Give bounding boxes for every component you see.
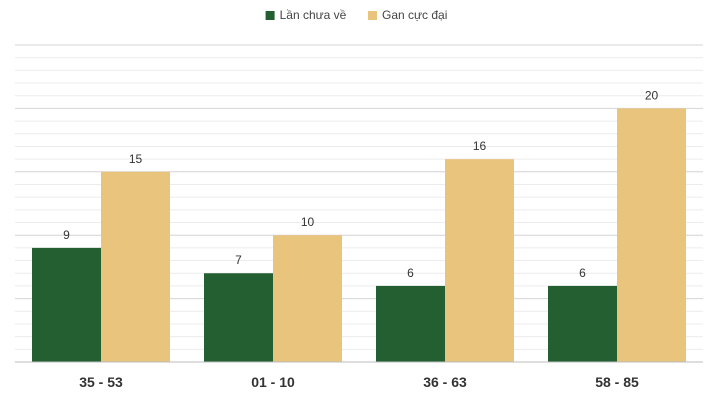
bar-series-1 — [376, 285, 445, 362]
bar-series-2 — [273, 235, 342, 362]
x-tick-label: 58 - 85 — [595, 374, 639, 390]
bar-series-1 — [204, 273, 273, 362]
legend-label: Lần chưa về — [280, 8, 347, 22]
bar-series-1 — [32, 247, 101, 362]
data-label: 20 — [645, 88, 659, 102]
legend-swatch — [368, 11, 377, 20]
bar-series-2 — [617, 108, 686, 363]
data-label: 7 — [235, 253, 242, 267]
x-tick-label: 01 - 10 — [251, 374, 295, 390]
bar-series-1 — [548, 285, 617, 362]
x-tick-label: 35 - 53 — [79, 374, 123, 390]
data-label: 6 — [407, 266, 414, 280]
legend-label: Gan cực đại — [382, 8, 447, 22]
data-label: 15 — [129, 152, 143, 166]
data-label: 9 — [63, 228, 70, 242]
data-label: 10 — [301, 215, 315, 229]
legend-swatch — [265, 11, 275, 20]
data-label: 6 — [579, 266, 586, 280]
bar-series-2 — [101, 171, 170, 362]
bar-series-2 — [445, 159, 514, 362]
data-label: 16 — [473, 139, 487, 153]
x-tick-label: 36 - 63 — [423, 374, 467, 390]
